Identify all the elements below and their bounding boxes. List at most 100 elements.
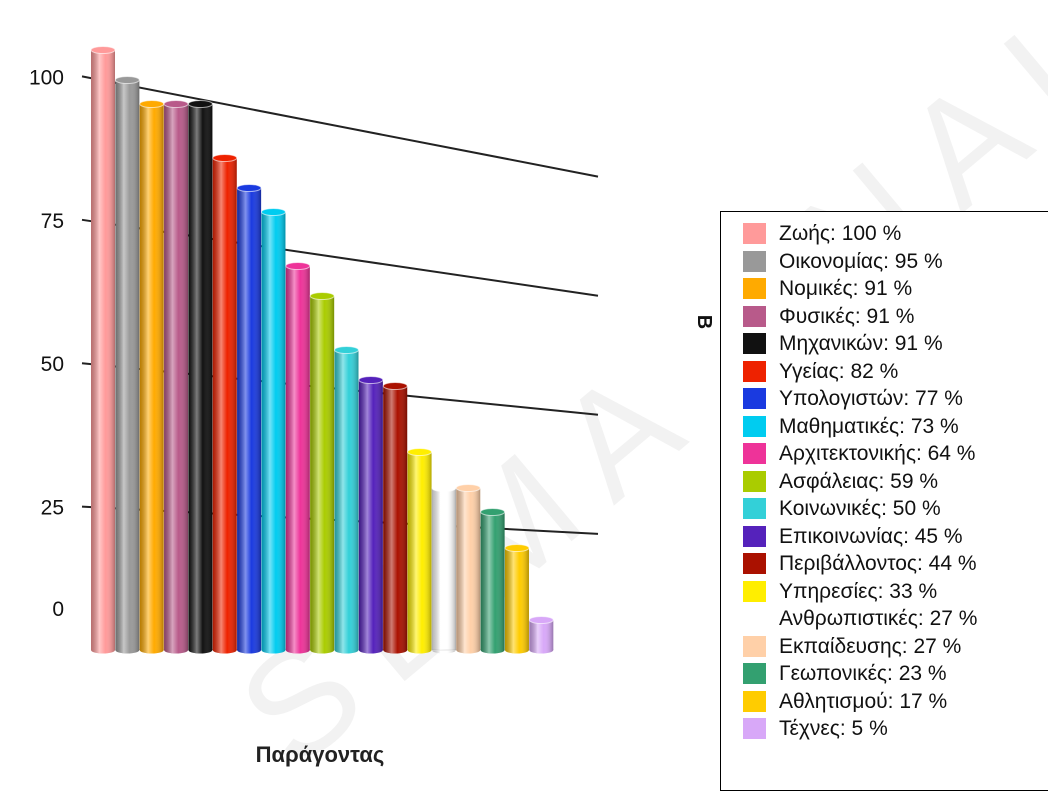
legend-swatch: [743, 223, 766, 244]
legend-swatch: [743, 635, 766, 657]
bar-shading: [529, 620, 554, 650]
bar-cap: [358, 376, 384, 384]
bar-shading: [480, 512, 505, 650]
legend-swatch: [743, 690, 766, 712]
bar-cap: [90, 46, 116, 54]
legend-item: Αρχιτεκτονικής: 64 %: [721, 440, 1048, 467]
legend: Ζωής: 100 % Οικονομίας: 95 % Νομικές: 91 %…: [720, 211, 1048, 791]
legend-item: Οικονομίας: 95 %: [721, 248, 1048, 275]
legend-swatch: [743, 443, 766, 464]
legend-label: Νομικές: 91 %: [779, 277, 913, 300]
legend-item: Υγείας: 82 %: [721, 358, 1048, 385]
legend-swatch: [743, 415, 766, 437]
legend-swatch: [743, 498, 766, 519]
legend-label: Κοινωνικές: 50 %: [779, 497, 941, 520]
bar-cap: [431, 484, 457, 492]
legend-swatch: [743, 250, 766, 272]
legend-item: Υπολογιστών: 77 %: [721, 385, 1048, 412]
legend-item: Υπηρεσίες: 33 %: [721, 578, 1048, 605]
bar-1: [90, 46, 116, 654]
bar-shading: [91, 50, 115, 650]
bar-shading: [334, 350, 359, 650]
legend-item: Ζωής: 100 %: [721, 220, 1048, 247]
legend-label: Μαθηματικές: 73 %: [779, 414, 959, 438]
bar-5: [187, 100, 213, 654]
bar-19: [528, 616, 554, 654]
legend-label: Φυσικές: 91 %: [779, 304, 915, 328]
bar-shading: [456, 488, 481, 650]
bar-cap: [455, 484, 481, 492]
legend-swatch: [743, 278, 766, 299]
y-tick-label-50: 50: [41, 353, 64, 376]
legend-label: Περιβάλλοντος: 44 %: [779, 552, 977, 575]
legend-item: Μηχανικών: 91 %: [721, 330, 1048, 357]
legend-swatch: [743, 580, 766, 602]
legend-label: Μηχανικών: 91 %: [779, 332, 943, 355]
legend-item: Νομικές: 91 %: [721, 275, 1048, 302]
legend-label: Υγείας: 82 %: [779, 359, 899, 383]
legend-item: Μαθηματικές: 73 %: [721, 413, 1048, 440]
bar-17: [480, 508, 506, 654]
legend-label: Ανθρωπιστικές: 27 %: [779, 607, 978, 630]
legend-label: Εκπαίδευσης: 27 %: [779, 634, 962, 658]
legend-label: Ζωής: 100 %: [779, 222, 902, 245]
legend-swatch: [743, 305, 766, 327]
bar-6: [212, 154, 238, 654]
bar-shading: [285, 266, 310, 650]
y-tick-label-0: 0: [52, 598, 64, 621]
bar-shading: [188, 104, 213, 650]
bar-shading: [358, 380, 383, 650]
legend-swatch: [743, 333, 766, 354]
legend-swatch: [743, 360, 766, 382]
legend-label: Γεωπονικές: 23 %: [779, 662, 947, 685]
bar-cap: [309, 292, 335, 300]
bar-shading: [504, 548, 529, 650]
bar-cap: [528, 616, 554, 624]
legend-label: Υπολογιστών: 77 %: [779, 387, 963, 410]
gridline-100: [81, 75, 599, 178]
legend-label: Τέχνες: 5 %: [779, 717, 888, 740]
legend-item: Εκπαίδευσης: 27 %: [721, 633, 1048, 660]
legend-label: Αθλητισμού: 17 %: [779, 689, 948, 713]
y-axis-ticks: 0 25 50 75 100: [29, 66, 64, 621]
bar-cap: [504, 544, 530, 552]
legend-swatch: [743, 718, 766, 739]
legend-swatch: [743, 525, 766, 547]
x-axis-label: Παράγοντας: [256, 742, 385, 767]
legend-label: Επικοινωνίας: 45 %: [779, 524, 963, 548]
legend-item: Τέχνες: 5 %: [721, 715, 1048, 742]
bar-18: [504, 544, 530, 654]
bar-cap: [212, 154, 238, 162]
bar-8: [260, 208, 286, 654]
side-label: B: [693, 315, 715, 329]
bar-14: [407, 448, 433, 654]
bar-shading: [310, 296, 335, 650]
bar-13: [382, 382, 408, 654]
bar-shading: [407, 452, 432, 650]
bar-shading: [139, 104, 164, 650]
y-tick-label-75: 75: [41, 210, 64, 233]
bar-2: [114, 76, 140, 654]
legend-item: Γεωπονικές: 23 %: [721, 660, 1048, 687]
legend-swatch: [743, 553, 766, 574]
bar-7: [236, 184, 262, 654]
bar-shading: [115, 80, 140, 650]
legend-swatch: [743, 608, 766, 629]
legend-item: Αθλητισμού: 17 %: [721, 688, 1048, 715]
bar-shading: [164, 104, 189, 650]
bar-cap: [407, 448, 433, 456]
bar-shading: [383, 386, 408, 650]
bar-shading: [212, 158, 237, 650]
bar-cap: [480, 508, 506, 516]
bar-cap: [260, 208, 286, 216]
legend-swatch: [743, 470, 766, 492]
bar-cap: [139, 100, 165, 108]
legend-label: Αρχιτεκτονικής: 64 %: [779, 442, 976, 465]
y-tick-label-100: 100: [29, 66, 64, 89]
legend-item: Κοινωνικές: 50 %: [721, 495, 1048, 522]
bar-cap: [285, 262, 311, 270]
legend-swatch: [743, 388, 766, 409]
legend-item: Ασφάλειας: 59 %: [721, 468, 1048, 495]
bar-10: [309, 292, 335, 654]
bars: [90, 46, 554, 654]
